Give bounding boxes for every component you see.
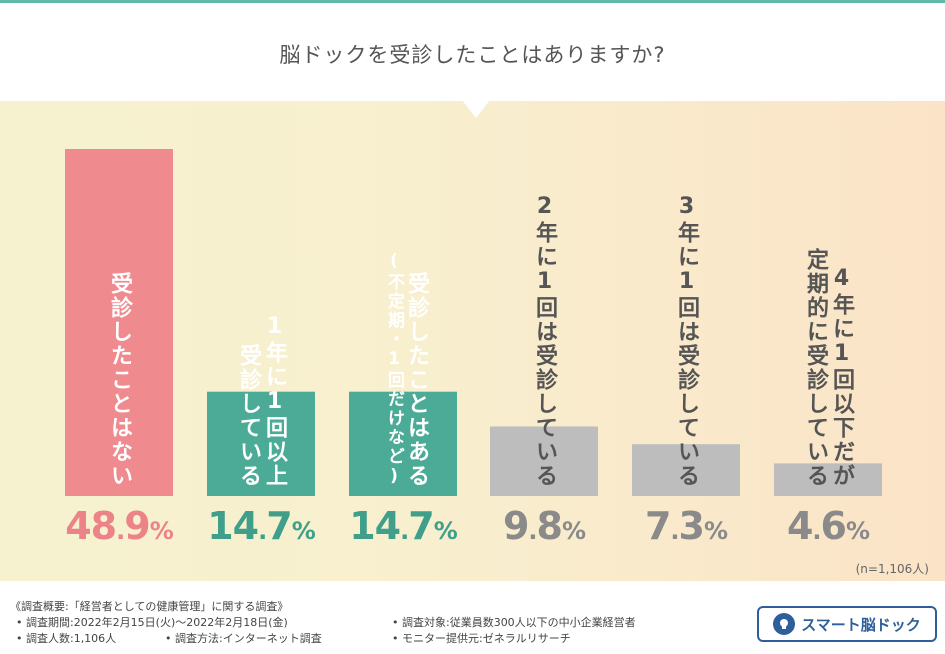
bar-label-2: 1年に1回以上 受診している (235, 314, 287, 488)
bar-label-line: 定期的に受診している (803, 248, 828, 488)
bar-chart (65, 149, 882, 496)
survey-provider: • モニター提供元:ゼネラルリサーチ (392, 632, 571, 645)
value-label-4: 9.8% (502, 504, 586, 548)
value-label-1: 48.9% (65, 504, 174, 548)
bar-label-line: 3年に1回は受診している (674, 194, 699, 488)
bar-label-5: 3年に1回は受診している (673, 194, 699, 488)
chart-title: 脳ドックを受診したことはありますか? (279, 43, 666, 67)
value-label-6: 4.6% (786, 504, 870, 548)
header: 脳ドックを受診したことはありますか? (0, 3, 945, 101)
title-notch (462, 100, 490, 118)
bar-label-line: 受診したことはない (107, 272, 132, 488)
bar-2 (207, 391, 315, 496)
value-label-3: 14.7% (349, 504, 458, 548)
logo-text: スマート脳ドック (801, 615, 921, 634)
value-label-5: 7.3% (644, 504, 728, 548)
survey-outline: 《調査概要:「経営者としての健康管理」に関する調査》 (10, 600, 289, 613)
survey-respondents: • 調査人数:1,106人 (16, 632, 117, 645)
bar-6 (774, 463, 882, 496)
bar-label-6: 4年に1回以下だが 定期的に受診している (802, 248, 854, 488)
bar-label-4: 2年に1回は受診している (531, 194, 557, 488)
survey-period: • 調査期間:2022年2月15日(火)〜2022年2月18日(金) (16, 616, 288, 629)
bar-label-line: 4年に1回以下だが (829, 266, 854, 488)
bar-4 (490, 426, 598, 496)
survey-method: • 調査方法:インターネット調査 (165, 632, 322, 645)
value-label-2: 14.7% (207, 504, 316, 548)
bar-label-1: 受診したことはない (106, 272, 132, 488)
bar-1 (65, 149, 173, 496)
bar-5 (632, 444, 740, 496)
bar-label-line: (不定期・1回だけなど) (384, 251, 404, 488)
bar-3 (349, 391, 457, 496)
top-accent-line (0, 0, 945, 3)
bar-label-line: 受診したことはある (404, 272, 429, 488)
sample-size-note: (n=1,106人) (855, 562, 929, 576)
bar-label-line: 1年に1回以上 (262, 314, 287, 488)
logo: スマート脳ドック (757, 606, 937, 642)
bar-label-line: 2年に1回は受診している (532, 194, 557, 488)
survey-target: • 調査対象:従業員数300人以下の中小企業経営者 (392, 616, 636, 629)
bar-label-3: 受診したことはある (不定期・1回だけなど) (377, 251, 429, 488)
brain-icon (773, 613, 796, 635)
bar-label-line: 受診している (236, 344, 261, 488)
